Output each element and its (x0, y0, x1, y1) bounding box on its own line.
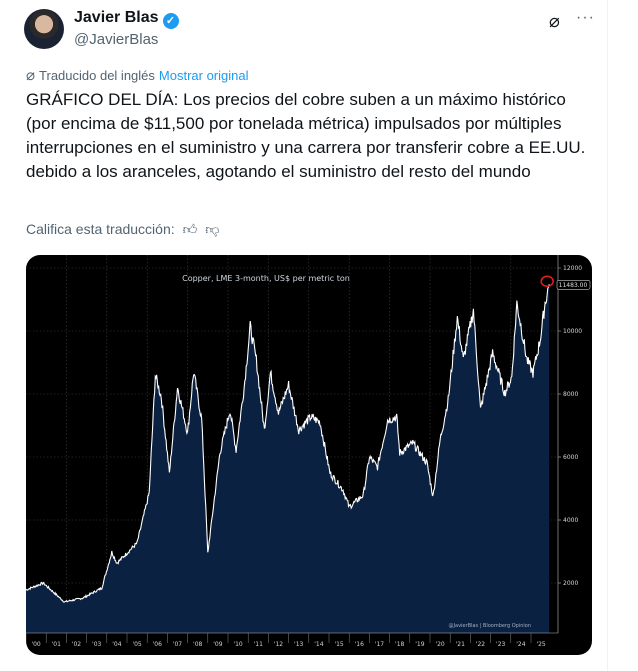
x-tick-label: '08 (193, 641, 202, 648)
last-value-label: 11483.00 (559, 282, 588, 289)
chart-source: @JavierBlas | Bloomberg Opinion (449, 623, 531, 629)
chart-image[interactable]: Copper, LME 3-month, US$ per metric ton … (26, 255, 592, 655)
x-tick-label: '17 (375, 641, 384, 648)
x-tick-label: '05 (132, 641, 141, 648)
x-tick-label: '12 (274, 641, 283, 648)
x-tick-label: '22 (476, 641, 485, 648)
x-tick-label: '19 (415, 641, 424, 648)
author-name-text: Javier Blas (74, 9, 159, 26)
thumbs-up-icon[interactable]: 👍︎ (182, 221, 198, 237)
record-high-circle (540, 275, 554, 288)
x-tick-label: '24 (516, 641, 525, 648)
author-handle[interactable]: @JavierBlas (74, 31, 159, 48)
x-tick-label: '10 (233, 641, 242, 648)
x-tick-label: '13 (294, 641, 303, 648)
avatar[interactable] (24, 9, 64, 49)
x-tick-label: '01 (52, 641, 61, 648)
x-tick-label: '09 (213, 641, 222, 648)
verified-badge-icon: ✓ (162, 13, 179, 29)
more-icon[interactable]: ··· (576, 9, 595, 26)
x-tick-label: '00 (31, 641, 40, 648)
x-tick-label: '14 (314, 641, 323, 648)
price-area (26, 284, 550, 633)
translation-label: Traducido del inglés (39, 68, 155, 83)
y-tick-label: 12000 (563, 265, 582, 272)
copper-price-chart: Copper, LME 3-month, US$ per metric ton … (26, 255, 591, 648)
grok-icon[interactable]: ⌀ (549, 11, 560, 31)
x-tick-label: '07 (173, 641, 182, 648)
price-line (26, 284, 550, 603)
x-tick-label: '06 (153, 641, 162, 648)
translation-notice: ⌀ Traducido del inglés Mostrar original (26, 66, 249, 84)
y-tick-label: 6000 (563, 454, 578, 461)
show-original-link[interactable]: Mostrar original (158, 68, 249, 83)
x-tick-label: '18 (395, 641, 404, 648)
last-value-box (556, 279, 591, 290)
y-tick-label: 2000 (563, 580, 578, 587)
x-tick-label: '15 (334, 641, 343, 648)
rate-label: Califica esta traducción: (26, 221, 175, 237)
tweet-text: GRÁFICO DEL DÍA: Los precios del cobre s… (26, 90, 586, 181)
x-tick-label: '21 (456, 641, 465, 648)
x-tick-label: '03 (92, 641, 101, 648)
x-tick-label: '20 (435, 641, 444, 648)
grok-icon: ⌀ (26, 67, 36, 84)
x-tick-label: '23 (496, 641, 505, 648)
y-tick-label: 10000 (563, 328, 582, 335)
x-tick-label: '16 (355, 641, 364, 648)
author-name[interactable]: Javier Blas ✓ (74, 9, 179, 29)
x-tick-label: '11 (254, 641, 263, 648)
y-tick-label: 4000 (563, 517, 578, 524)
x-tick-label: '25 (536, 641, 545, 648)
chart-title: Copper, LME 3-month, US$ per metric ton (182, 274, 350, 283)
y-tick-label: 8000 (563, 391, 578, 398)
thumbs-down-icon[interactable]: 👎︎ (205, 221, 220, 237)
rate-translation: Califica esta traducción: 👍︎ 👎︎ (26, 221, 220, 238)
card-border (607, 0, 608, 671)
x-tick-label: '02 (72, 641, 81, 648)
x-tick-label: '04 (112, 641, 121, 648)
